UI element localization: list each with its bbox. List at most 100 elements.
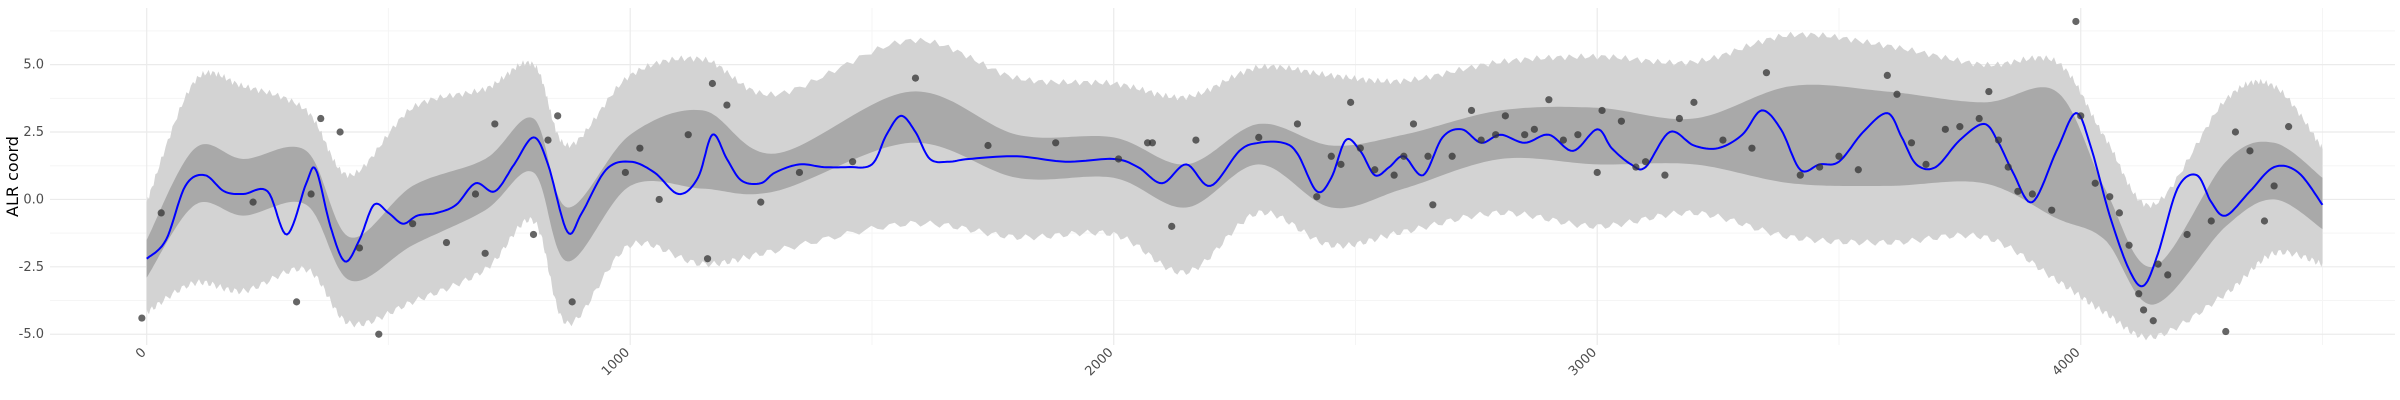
data-point xyxy=(1762,69,1771,77)
data-point xyxy=(1477,136,1485,144)
data-point xyxy=(1598,106,1606,115)
data-point xyxy=(1854,166,1862,174)
data-point xyxy=(1492,131,1500,139)
data-point xyxy=(375,330,383,338)
data-point xyxy=(1530,125,1538,133)
data-point xyxy=(1893,90,1901,98)
data-point xyxy=(1719,136,1727,144)
data-point xyxy=(1559,136,1567,144)
data-point xyxy=(2222,327,2230,336)
data-point xyxy=(491,120,499,128)
data-point xyxy=(1467,106,1476,115)
data-point xyxy=(1424,152,1432,160)
data-point xyxy=(2270,182,2278,190)
data-point xyxy=(307,190,315,198)
y-axis-ticks: -5.0 -2.5 0.0 2.5 5.0 xyxy=(19,58,44,343)
data-point xyxy=(157,209,165,217)
data-point xyxy=(1052,139,1060,147)
mean-series-line xyxy=(146,109,2324,288)
data-point xyxy=(1922,160,1930,168)
data-point xyxy=(2139,306,2148,314)
data-point xyxy=(1313,193,1321,201)
data-point xyxy=(1883,71,1891,79)
data-point xyxy=(1371,166,1379,174)
data-point xyxy=(1337,160,1345,168)
data-point xyxy=(1400,152,1408,160)
data-point xyxy=(1148,139,1156,147)
data-point xyxy=(2231,128,2240,136)
y-tick-label: 5.0 xyxy=(23,58,44,73)
data-point xyxy=(2207,217,2215,225)
data-point xyxy=(1975,114,1983,123)
data-point xyxy=(1816,163,1824,171)
data-point xyxy=(292,298,301,306)
data-point xyxy=(1409,120,1418,128)
data-point xyxy=(529,230,538,239)
data-point xyxy=(2115,209,2124,217)
y-tick-label: 2.5 xyxy=(23,125,44,140)
data-point xyxy=(1448,152,1456,160)
data-point xyxy=(1994,136,2003,144)
y-tick-label: 0.0 xyxy=(23,192,44,207)
data-point xyxy=(2072,17,2080,26)
y-tick-label: -2.5 xyxy=(19,260,44,275)
data-point xyxy=(355,244,364,252)
y-axis-title: ALR coord xyxy=(3,136,22,217)
data-point xyxy=(1168,222,1176,230)
data-point xyxy=(795,168,804,177)
data-point xyxy=(1690,98,1698,106)
y-tick-label: -5.0 xyxy=(19,327,44,342)
data-point xyxy=(1956,123,1964,131)
data-point xyxy=(708,79,717,88)
data-point xyxy=(1356,144,1364,152)
data-point xyxy=(1641,158,1650,166)
data-point xyxy=(317,114,325,123)
data-point xyxy=(849,158,857,166)
data-point xyxy=(2149,317,2157,325)
data-point xyxy=(138,314,146,322)
data-point xyxy=(1545,96,1553,104)
data-point xyxy=(2246,147,2254,155)
data-point xyxy=(2091,179,2099,187)
data-point xyxy=(1327,152,1335,160)
data-point xyxy=(481,249,489,257)
data-point xyxy=(911,74,920,82)
data-point xyxy=(471,190,480,198)
data-point xyxy=(1501,112,1509,120)
data-point xyxy=(2154,260,2162,268)
data-point xyxy=(1390,171,1398,179)
data-point xyxy=(703,255,712,263)
data-point xyxy=(1617,117,1625,125)
data-point xyxy=(1593,168,1601,177)
data-point xyxy=(1907,139,1916,147)
inner-uncertainty-band xyxy=(146,84,2323,305)
data-point xyxy=(2164,271,2172,279)
data-point xyxy=(2004,163,2012,171)
data-point xyxy=(1574,131,1582,139)
data-point xyxy=(1114,155,1123,163)
observed-points xyxy=(138,17,2293,338)
data-point xyxy=(2125,241,2133,249)
data-point xyxy=(409,220,417,228)
data-point xyxy=(984,141,992,150)
data-point xyxy=(757,198,765,206)
data-point xyxy=(1255,133,1263,142)
data-point xyxy=(336,128,344,136)
data-point xyxy=(684,131,692,139)
data-point xyxy=(636,144,644,152)
data-point xyxy=(544,136,552,144)
data-point xyxy=(1835,152,1843,160)
data-point xyxy=(1661,171,1669,179)
data-point xyxy=(2285,123,2293,131)
data-point xyxy=(621,168,629,177)
data-point xyxy=(1521,131,1529,139)
data-point xyxy=(1632,163,1640,171)
data-point xyxy=(2014,187,2022,195)
data-point xyxy=(2028,190,2036,198)
data-point xyxy=(655,195,663,204)
data-point xyxy=(1796,171,1804,179)
data-point xyxy=(442,238,451,247)
data-point xyxy=(723,101,731,109)
data-point xyxy=(249,198,257,206)
data-point xyxy=(1293,120,1302,128)
